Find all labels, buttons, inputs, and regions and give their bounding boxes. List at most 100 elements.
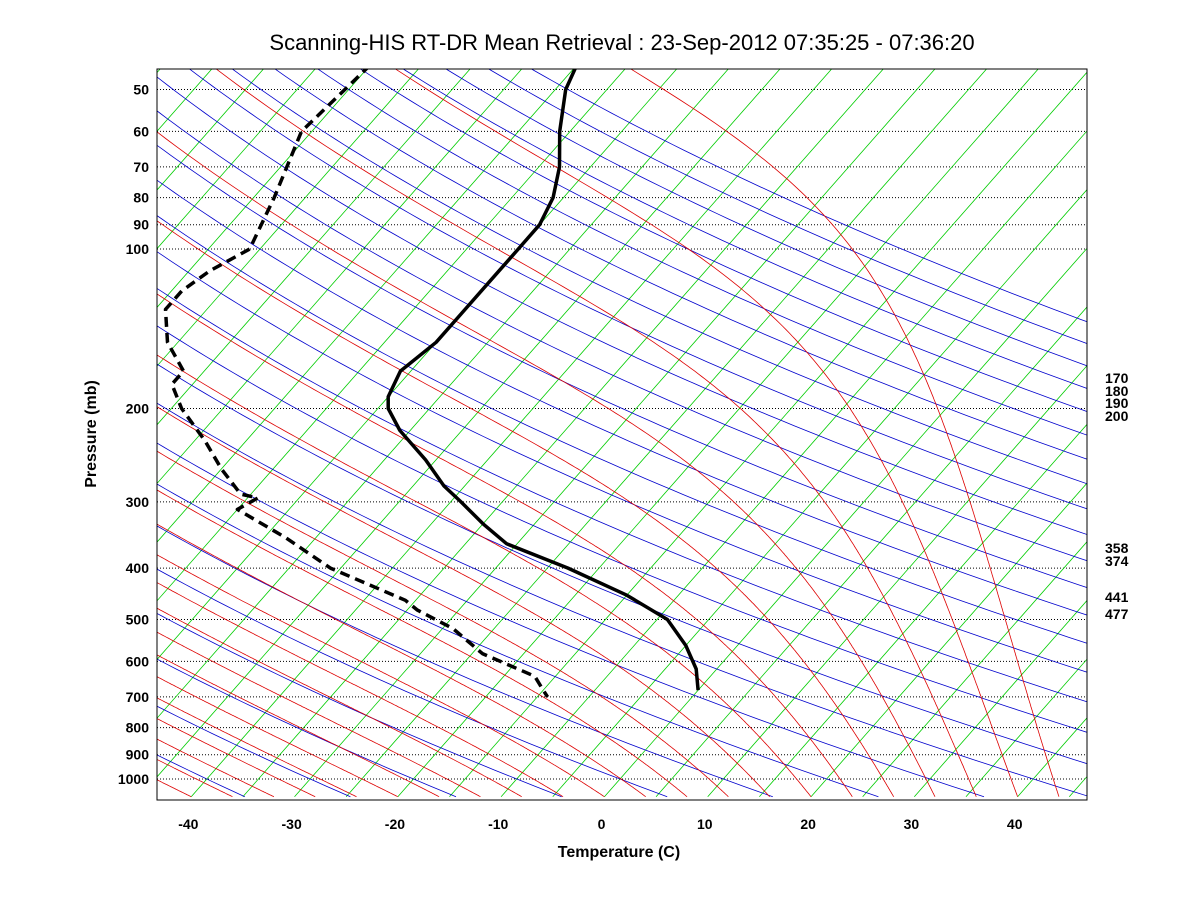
moist-adiabat — [630, 69, 1060, 797]
dry-adiabat — [157, 215, 1087, 644]
temperature-profile — [386, 69, 700, 691]
moist-adiabat — [157, 607, 522, 798]
isotherm-line — [157, 69, 264, 191]
isotherm-line — [157, 69, 316, 250]
isotherm-line — [157, 69, 626, 602]
isotherm-line — [707, 365, 1087, 797]
dry-adiabat — [157, 568, 668, 798]
dry-adiabat — [157, 483, 879, 798]
isotherm-line — [604, 247, 1087, 797]
right-edge-label: 358 — [1105, 540, 1129, 556]
chart-title: Scanning-HIS RT-DR Mean Retrieval : 23-S… — [269, 30, 974, 55]
moist-adiabat — [157, 631, 481, 798]
dry-adiabat — [530, 69, 1087, 323]
isotherm-line — [810, 482, 1087, 797]
isotherm-line — [914, 599, 1087, 797]
isotherm-line — [157, 69, 523, 485]
y-tick-label: 300 — [126, 494, 150, 510]
right-edge-label: 190 — [1105, 395, 1129, 411]
moist-adiabat — [394, 69, 1018, 797]
dry-adiabat — [231, 69, 1087, 485]
dry-adiabat — [157, 525, 773, 798]
isotherm-line — [862, 541, 1087, 797]
isotherm-line — [157, 69, 781, 778]
moist-adiabat — [157, 220, 895, 797]
dry-adiabat — [188, 69, 1087, 510]
dry-adiabat — [157, 287, 1087, 703]
right-edge-label: 200 — [1105, 408, 1129, 424]
isotherm-line — [397, 69, 1039, 797]
y-tick-label: 50 — [133, 81, 149, 97]
right-edge-label: 374 — [1105, 553, 1129, 569]
x-tick-label: -20 — [385, 816, 405, 832]
y-tick-label: 700 — [126, 689, 150, 705]
right-edge-label: 170 — [1105, 370, 1129, 386]
right-edge-label: 477 — [1105, 606, 1129, 622]
isotherm-line — [157, 69, 678, 661]
dry-adiabat — [157, 179, 1087, 616]
isotherm-line — [500, 130, 1087, 797]
tick-layer: -40 -30 -20 -10 0 10 20 30 40 50 60 70 80 90 100 200 300… — [118, 81, 1129, 832]
y-tick-label: 900 — [126, 747, 150, 763]
dry-adiabat — [157, 110, 1087, 562]
moist-adiabat — [157, 406, 770, 797]
x-tick-label: 10 — [697, 816, 713, 832]
y-tick-label: 400 — [126, 560, 150, 576]
isotherm-line — [157, 69, 419, 367]
moist-adiabat — [157, 554, 605, 798]
isotherm-line — [965, 658, 1087, 797]
right-edge-label: 180 — [1105, 383, 1129, 399]
right-edge-label: 441 — [1105, 589, 1129, 605]
moist-adiabat — [215, 69, 977, 797]
dry-adiabat — [317, 69, 1087, 436]
isotherm-line — [345, 69, 988, 797]
dry-adiabat — [445, 69, 1087, 367]
isotherm-line — [157, 69, 574, 543]
x-axis-label: Temperature (C) — [558, 844, 680, 861]
y-tick-label: 200 — [126, 401, 150, 417]
moist-adiabat — [157, 738, 275, 798]
moist-adiabat — [157, 582, 564, 798]
x-tick-label: 0 — [598, 816, 606, 832]
isotherm-line — [294, 69, 936, 797]
y-tick-label: 100 — [126, 241, 150, 257]
y-tick-label: 60 — [133, 123, 149, 139]
dry-adiabat — [157, 76, 1087, 535]
moist-adiabat — [157, 697, 357, 798]
x-tick-label: 20 — [800, 816, 816, 832]
x-tick-label: -10 — [488, 816, 508, 832]
dry-adiabat — [157, 658, 457, 798]
x-tick-label: 40 — [1007, 816, 1023, 832]
moist-adiabat — [157, 718, 316, 798]
x-tick-label: -40 — [178, 816, 198, 832]
dry-adiabat — [157, 442, 985, 798]
dry-adiabat — [157, 363, 1087, 765]
moist-adiabat — [157, 654, 440, 798]
isotherm-line — [242, 69, 884, 797]
x-tick-label: -30 — [282, 816, 302, 832]
isotherm-line — [157, 69, 471, 426]
dry-adiabat — [157, 144, 1087, 588]
plot-frame — [156, 68, 1088, 801]
y-tick-label: 800 — [126, 720, 150, 736]
y-tick-label: 500 — [126, 611, 150, 627]
moist-adiabat — [157, 293, 853, 797]
dry-adiabat — [157, 251, 1087, 673]
dry-adiabat — [157, 325, 1087, 733]
y-tick-label: 80 — [133, 190, 149, 206]
moist-adiabat — [157, 489, 688, 798]
y-tick-label: 90 — [133, 217, 149, 233]
moist-adiabat — [157, 676, 398, 798]
isotherm-line — [655, 306, 1087, 797]
isotherm-line — [759, 423, 1087, 797]
moist-adiabat — [157, 131, 936, 797]
x-tick-label: 30 — [904, 816, 920, 832]
y-axis-label: Pressure (mb) — [83, 380, 100, 488]
isotherm-line — [157, 69, 368, 308]
dry-adiabat — [359, 69, 1087, 412]
isotherm-line — [190, 69, 833, 797]
moist-adiabat — [157, 354, 812, 797]
dry-adiabat — [157, 612, 562, 798]
dry-adiabat — [274, 69, 1087, 460]
